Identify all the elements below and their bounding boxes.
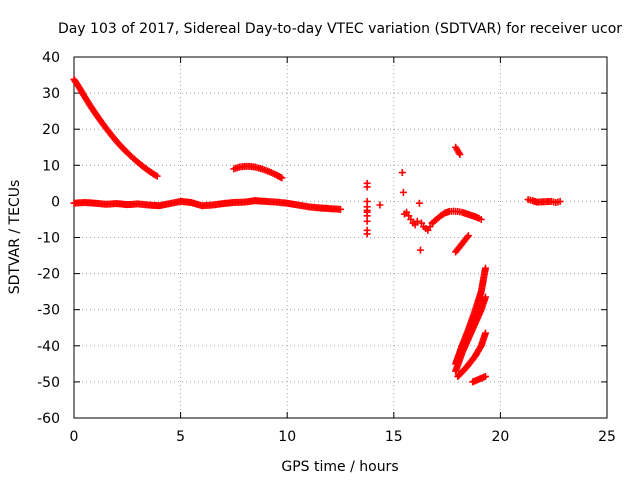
- data-point-scatter-15-17h: [411, 221, 419, 229]
- y-axis-label: SDTVAR / TECUs: [7, 180, 23, 295]
- y-tick-label: 0: [51, 194, 60, 210]
- gridlines: [74, 57, 607, 418]
- data-point-scatter-15-17h: [413, 217, 421, 225]
- y-tick-label: -10: [37, 231, 60, 247]
- data-point-arc-2-hump: [278, 174, 286, 182]
- data-point-cluster-13.8h: [363, 230, 371, 238]
- data-point-low-tail: [481, 372, 489, 380]
- data-point-scatter-15-17h: [407, 215, 415, 223]
- data-point-cluster-13.8h: [363, 183, 371, 191]
- x-tick-label: 0: [70, 429, 79, 445]
- data-point-scatter-15-17h: [415, 199, 423, 207]
- x-tick-label: 25: [598, 429, 616, 445]
- chart-title: Day 103 of 2017, Sidereal Day-to-day VTE…: [58, 21, 622, 37]
- y-tick-label: 20: [42, 122, 60, 138]
- data-point-arc-1-descending: [153, 172, 161, 180]
- data-point-scatter-15-17h: [405, 212, 413, 220]
- data-point-cluster-13.8h: [363, 217, 371, 225]
- data-point-steep-b: [481, 293, 489, 301]
- y-tick-label: -20: [37, 267, 60, 283]
- data-point-steep-a: [481, 264, 489, 272]
- data-point-scatter-15-17h: [424, 226, 432, 234]
- x-tick-label: 10: [278, 429, 296, 445]
- y-tick-label: -50: [37, 375, 60, 391]
- data-point-short-18h-mid: [464, 232, 472, 240]
- data-point-scatter-15-17h: [403, 208, 411, 216]
- data-point-scatter-15-17h: [416, 246, 424, 254]
- x-tick-label: 15: [385, 429, 403, 445]
- y-tick-label: -40: [37, 339, 60, 355]
- y-tick-label: 30: [42, 86, 60, 102]
- data-point-short-18h-high: [456, 150, 464, 158]
- data-point-near-zero-band: [337, 205, 344, 213]
- y-tick-label: -30: [37, 303, 60, 319]
- data-point-scatter-15-17h: [418, 219, 426, 227]
- axis-ticks: [73, 56, 608, 419]
- data-points: [70, 75, 564, 386]
- data-point-steep-c: [481, 329, 489, 337]
- data-point-short-18h-mid: [463, 233, 471, 241]
- y-tick-labels: 40 30 20 10 0 -10 -20 -30 -40 -50 -60: [37, 50, 60, 427]
- data-point-scatter-15-17h: [399, 188, 407, 196]
- y-tick-label: 40: [42, 50, 60, 66]
- y-tick-label: 10: [42, 158, 60, 174]
- x-tick-labels: 0 5 10 15 20 25: [70, 429, 616, 445]
- data-point-scatter-15-17h: [426, 223, 434, 231]
- data-point-cluster-13.8h: [376, 201, 384, 209]
- y-tick-label: -60: [37, 411, 60, 427]
- x-tick-label: 5: [176, 429, 185, 445]
- data-point-late-points: [556, 197, 564, 205]
- x-axis-label: GPS time / hours: [281, 459, 398, 475]
- data-point-scatter-15-17h: [398, 169, 406, 177]
- data-point-arc-17-19h: [477, 215, 485, 223]
- x-tick-label: 20: [491, 429, 509, 445]
